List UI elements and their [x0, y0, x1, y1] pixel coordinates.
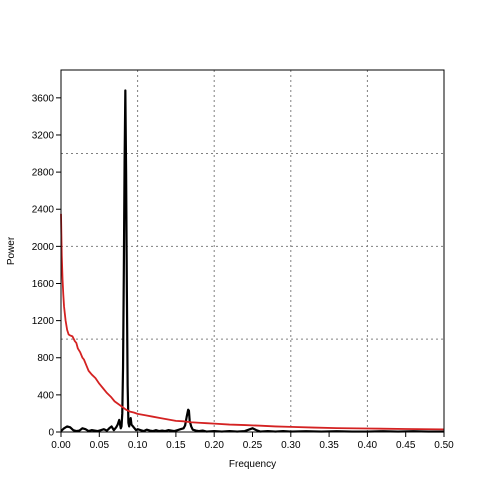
x-tick-label: 0.40: [358, 440, 378, 451]
series-line-2: [60, 213, 445, 431]
series-line-1: [60, 89, 444, 433]
x-tick-label: 0.15: [166, 440, 186, 451]
x-axis-ticks: 0.00 0.05 0.10 0.15 0.20 0.25 0.30 0.35 0.40 0.45…: [51, 432, 454, 451]
x-tick-label: 0.50: [434, 440, 454, 451]
y-tick-label: 1600: [32, 279, 55, 290]
y-tick-label: 3600: [32, 93, 55, 104]
series-layer: [60, 89, 445, 433]
x-tick-label: 0.35: [319, 440, 339, 451]
plot-frame: [60, 69, 445, 433]
y-tick-label: 2000: [32, 242, 55, 253]
y-tick-label: 400: [37, 390, 54, 401]
y-tick-label: 2800: [32, 168, 55, 179]
y-axis-ticks: 0 400 800 1200 1600 2000 2400 2800 3200 3600: [32, 93, 61, 439]
x-tick-label: 0.05: [90, 440, 110, 451]
y-tick-label: 3200: [32, 130, 55, 141]
y-tick-label: 2400: [32, 205, 55, 216]
x-tick-label: 0.00: [51, 440, 71, 451]
x-tick-label: 0.30: [281, 440, 301, 451]
x-tick-label: 0.25: [243, 440, 263, 451]
grid-lines: [61, 70, 444, 432]
x-tick-label: 0.10: [128, 440, 148, 451]
y-tick-label: 0: [48, 428, 54, 439]
x-tick-label: 0.45: [396, 440, 416, 451]
x-axis-label: Frequency: [229, 459, 276, 470]
x-tick-label: 0.20: [204, 440, 224, 451]
y-tick-label: 800: [37, 353, 54, 364]
y-axis-label: Power: [6, 236, 17, 265]
y-tick-label: 1200: [32, 316, 55, 327]
